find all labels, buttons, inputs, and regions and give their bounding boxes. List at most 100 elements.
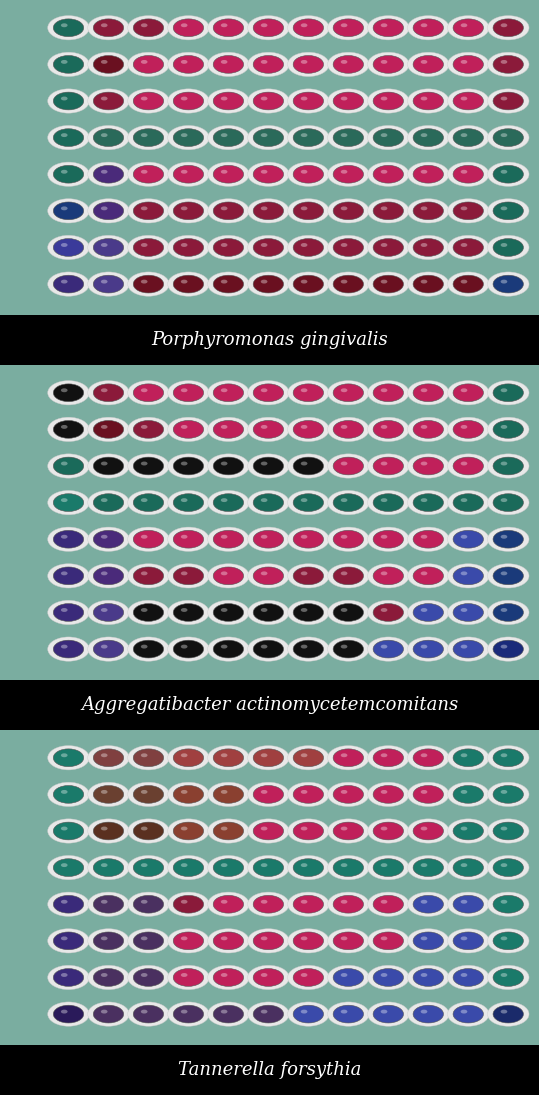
Circle shape bbox=[381, 23, 388, 27]
Circle shape bbox=[128, 162, 169, 186]
Circle shape bbox=[213, 420, 244, 438]
Circle shape bbox=[247, 15, 289, 39]
Circle shape bbox=[373, 275, 404, 293]
Circle shape bbox=[168, 381, 209, 405]
Circle shape bbox=[221, 23, 227, 27]
Circle shape bbox=[173, 641, 204, 658]
Circle shape bbox=[301, 207, 307, 210]
Circle shape bbox=[261, 936, 267, 941]
Circle shape bbox=[208, 527, 249, 552]
Circle shape bbox=[493, 457, 523, 475]
Circle shape bbox=[501, 572, 507, 575]
Circle shape bbox=[493, 494, 523, 511]
Circle shape bbox=[333, 969, 363, 987]
Circle shape bbox=[61, 23, 67, 27]
Circle shape bbox=[173, 420, 204, 438]
Circle shape bbox=[368, 53, 409, 77]
Circle shape bbox=[461, 900, 467, 903]
Circle shape bbox=[333, 494, 363, 511]
Circle shape bbox=[293, 969, 323, 987]
Circle shape bbox=[420, 572, 427, 575]
Circle shape bbox=[407, 15, 449, 39]
Circle shape bbox=[141, 608, 148, 612]
Circle shape bbox=[368, 417, 409, 441]
Circle shape bbox=[461, 462, 467, 465]
Circle shape bbox=[53, 785, 84, 804]
Circle shape bbox=[48, 453, 89, 479]
Circle shape bbox=[48, 53, 89, 77]
Circle shape bbox=[293, 932, 323, 949]
Circle shape bbox=[333, 457, 363, 475]
Circle shape bbox=[288, 272, 329, 297]
Circle shape bbox=[181, 170, 188, 174]
Circle shape bbox=[328, 892, 369, 917]
Circle shape bbox=[261, 973, 267, 977]
Circle shape bbox=[420, 134, 427, 137]
Circle shape bbox=[133, 858, 164, 876]
Circle shape bbox=[368, 126, 409, 150]
Circle shape bbox=[88, 126, 129, 150]
Circle shape bbox=[88, 929, 129, 953]
Circle shape bbox=[328, 1002, 369, 1026]
Circle shape bbox=[420, 608, 427, 612]
Circle shape bbox=[447, 381, 489, 405]
Circle shape bbox=[293, 858, 323, 876]
Circle shape bbox=[341, 753, 348, 758]
Circle shape bbox=[447, 53, 489, 77]
Circle shape bbox=[493, 92, 523, 110]
Circle shape bbox=[213, 785, 244, 804]
Circle shape bbox=[168, 89, 209, 113]
Circle shape bbox=[368, 162, 409, 186]
Circle shape bbox=[133, 165, 164, 183]
Circle shape bbox=[93, 749, 123, 766]
Circle shape bbox=[53, 896, 84, 913]
Circle shape bbox=[301, 23, 307, 27]
Circle shape bbox=[168, 162, 209, 186]
Circle shape bbox=[288, 53, 329, 77]
Circle shape bbox=[453, 822, 483, 840]
Circle shape bbox=[487, 855, 529, 879]
Circle shape bbox=[501, 207, 507, 210]
Circle shape bbox=[101, 608, 108, 612]
Circle shape bbox=[288, 564, 329, 588]
Circle shape bbox=[333, 1005, 363, 1023]
Circle shape bbox=[181, 534, 188, 539]
Circle shape bbox=[420, 96, 427, 101]
Circle shape bbox=[261, 789, 267, 794]
Circle shape bbox=[61, 1010, 67, 1014]
Circle shape bbox=[373, 603, 404, 621]
Circle shape bbox=[493, 19, 523, 36]
Circle shape bbox=[221, 753, 227, 758]
Circle shape bbox=[341, 134, 348, 137]
Circle shape bbox=[461, 863, 467, 867]
Circle shape bbox=[501, 753, 507, 758]
Circle shape bbox=[181, 425, 188, 429]
Circle shape bbox=[420, 60, 427, 64]
Circle shape bbox=[301, 936, 307, 941]
Circle shape bbox=[301, 534, 307, 539]
Circle shape bbox=[407, 637, 449, 661]
Circle shape bbox=[133, 92, 164, 110]
Circle shape bbox=[288, 892, 329, 917]
Circle shape bbox=[261, 425, 267, 429]
Circle shape bbox=[453, 201, 483, 220]
Circle shape bbox=[128, 564, 169, 588]
Circle shape bbox=[493, 239, 523, 256]
Circle shape bbox=[253, 641, 284, 658]
Circle shape bbox=[93, 932, 123, 949]
Circle shape bbox=[407, 235, 449, 260]
Circle shape bbox=[493, 749, 523, 766]
Circle shape bbox=[328, 966, 369, 990]
Circle shape bbox=[101, 23, 108, 27]
Circle shape bbox=[368, 600, 409, 624]
Circle shape bbox=[101, 534, 108, 539]
Circle shape bbox=[373, 201, 404, 220]
Circle shape bbox=[213, 19, 244, 36]
Circle shape bbox=[181, 827, 188, 830]
Circle shape bbox=[407, 417, 449, 441]
Circle shape bbox=[293, 494, 323, 511]
Circle shape bbox=[341, 279, 348, 284]
Circle shape bbox=[301, 279, 307, 284]
Circle shape bbox=[247, 966, 289, 990]
Circle shape bbox=[128, 819, 169, 843]
